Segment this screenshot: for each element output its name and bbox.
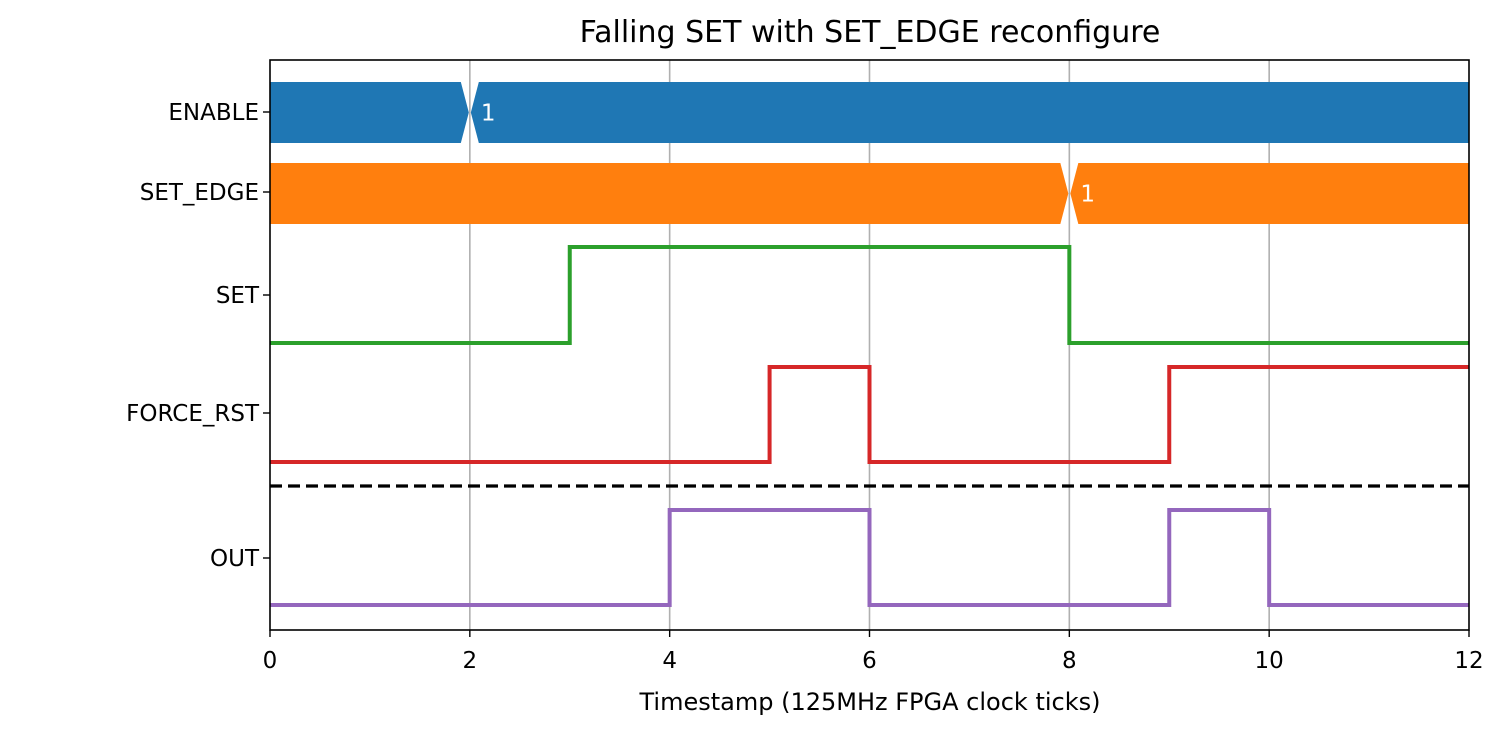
trace-set — [270, 245, 1469, 345]
x-axis-ticks: 0 2 4 6 8 10 12 — [263, 630, 1484, 674]
bus-segment-set-edge-0 — [270, 163, 1069, 224]
signal-label-enable: ENABLE — [168, 100, 259, 126]
signal-label-force-rst: FORCE_RST — [126, 401, 260, 427]
x-tick-label-4: 4 — [662, 648, 677, 674]
bus-signals: 11 — [270, 82, 1469, 224]
x-tick-label-8: 8 — [1062, 648, 1077, 674]
trace-force-rst — [270, 365, 1469, 464]
x-tick-label-12: 12 — [1454, 648, 1483, 674]
chart-title: Falling SET with SET_EDGE reconfigure — [580, 15, 1161, 50]
bus-value-set-edge-0: 1 — [1080, 182, 1095, 208]
x-tick-label-6: 6 — [862, 648, 877, 674]
x-axis-label: Timestamp (125MHz FPGA clock ticks) — [639, 688, 1101, 716]
signal-label-set: SET — [216, 283, 260, 309]
x-tick-label-0: 0 — [263, 648, 278, 674]
signal-labels: ENABLE SET_EDGE SET FORCE_RST OUT — [126, 100, 270, 572]
signal-label-out: OUT — [210, 546, 260, 572]
bus-segment-set-edge-1 — [1070, 163, 1469, 224]
signal-label-set-edge: SET_EDGE — [140, 180, 259, 206]
digital-traces — [270, 245, 1469, 607]
bus-segment-enable-0 — [270, 82, 469, 143]
bus-segment-enable-1 — [470, 82, 1469, 143]
bus-value-enable-0: 1 — [481, 101, 496, 127]
x-tick-label-2: 2 — [463, 648, 478, 674]
trace-out — [270, 508, 1469, 607]
x-tick-label-10: 10 — [1255, 648, 1284, 674]
